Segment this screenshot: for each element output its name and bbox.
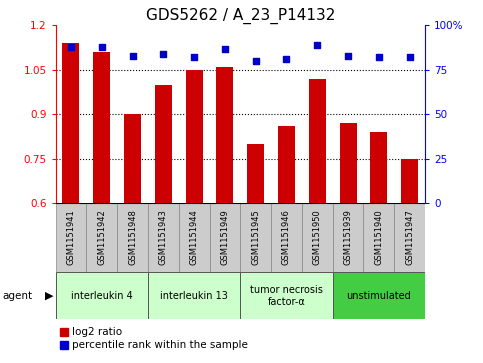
Point [221, 46, 229, 52]
Bar [271, 203, 302, 272]
Text: GSM1151942: GSM1151942 [97, 209, 106, 265]
Bar [148, 272, 241, 319]
Text: GSM1151939: GSM1151939 [343, 209, 353, 265]
Point [98, 44, 106, 50]
Bar [309, 79, 326, 203]
Bar [93, 52, 110, 203]
Point [283, 56, 290, 62]
Title: GDS5262 / A_23_P14132: GDS5262 / A_23_P14132 [145, 8, 335, 24]
Bar [216, 67, 233, 203]
Point [67, 44, 75, 50]
Bar [117, 203, 148, 272]
Text: GSM1151943: GSM1151943 [159, 209, 168, 265]
Point [375, 54, 383, 60]
Bar [333, 203, 364, 272]
Text: GSM1151946: GSM1151946 [282, 209, 291, 265]
Bar [56, 272, 148, 319]
Text: GSM1151944: GSM1151944 [190, 209, 199, 265]
Text: GSM1151941: GSM1151941 [67, 209, 75, 265]
Text: GSM1151947: GSM1151947 [405, 209, 414, 265]
Text: ▶: ▶ [44, 291, 53, 301]
Point [406, 54, 413, 60]
Bar [401, 159, 418, 203]
Point [252, 58, 259, 64]
Bar [185, 70, 202, 203]
Bar [124, 114, 141, 203]
Bar [333, 272, 425, 319]
Text: GSM1151950: GSM1151950 [313, 209, 322, 265]
Bar [240, 272, 333, 319]
Bar [240, 203, 271, 272]
Text: GSM1151945: GSM1151945 [251, 209, 260, 265]
Text: unstimulated: unstimulated [346, 291, 411, 301]
Point [159, 51, 167, 57]
Legend: log2 ratio, percentile rank within the sample: log2 ratio, percentile rank within the s… [56, 323, 252, 355]
Bar [340, 123, 356, 203]
Bar [364, 203, 394, 272]
Bar [302, 203, 333, 272]
Text: interleukin 4: interleukin 4 [71, 291, 133, 301]
Point [128, 53, 136, 58]
Bar [278, 126, 295, 203]
Text: interleukin 13: interleukin 13 [160, 291, 228, 301]
Bar [394, 203, 425, 272]
Point [313, 42, 321, 48]
Point [344, 53, 352, 58]
Text: GSM1151940: GSM1151940 [374, 209, 384, 265]
Point [190, 54, 198, 60]
Bar [179, 203, 210, 272]
Bar [155, 85, 172, 203]
Bar [62, 43, 79, 203]
Bar [210, 203, 240, 272]
Bar [56, 203, 86, 272]
Text: tumor necrosis
factor-α: tumor necrosis factor-α [250, 285, 323, 307]
Text: agent: agent [2, 291, 32, 301]
Bar [148, 203, 179, 272]
Bar [247, 144, 264, 203]
Text: GSM1151948: GSM1151948 [128, 209, 137, 265]
Text: GSM1151949: GSM1151949 [220, 209, 229, 265]
Bar [86, 203, 117, 272]
Bar [370, 132, 387, 203]
